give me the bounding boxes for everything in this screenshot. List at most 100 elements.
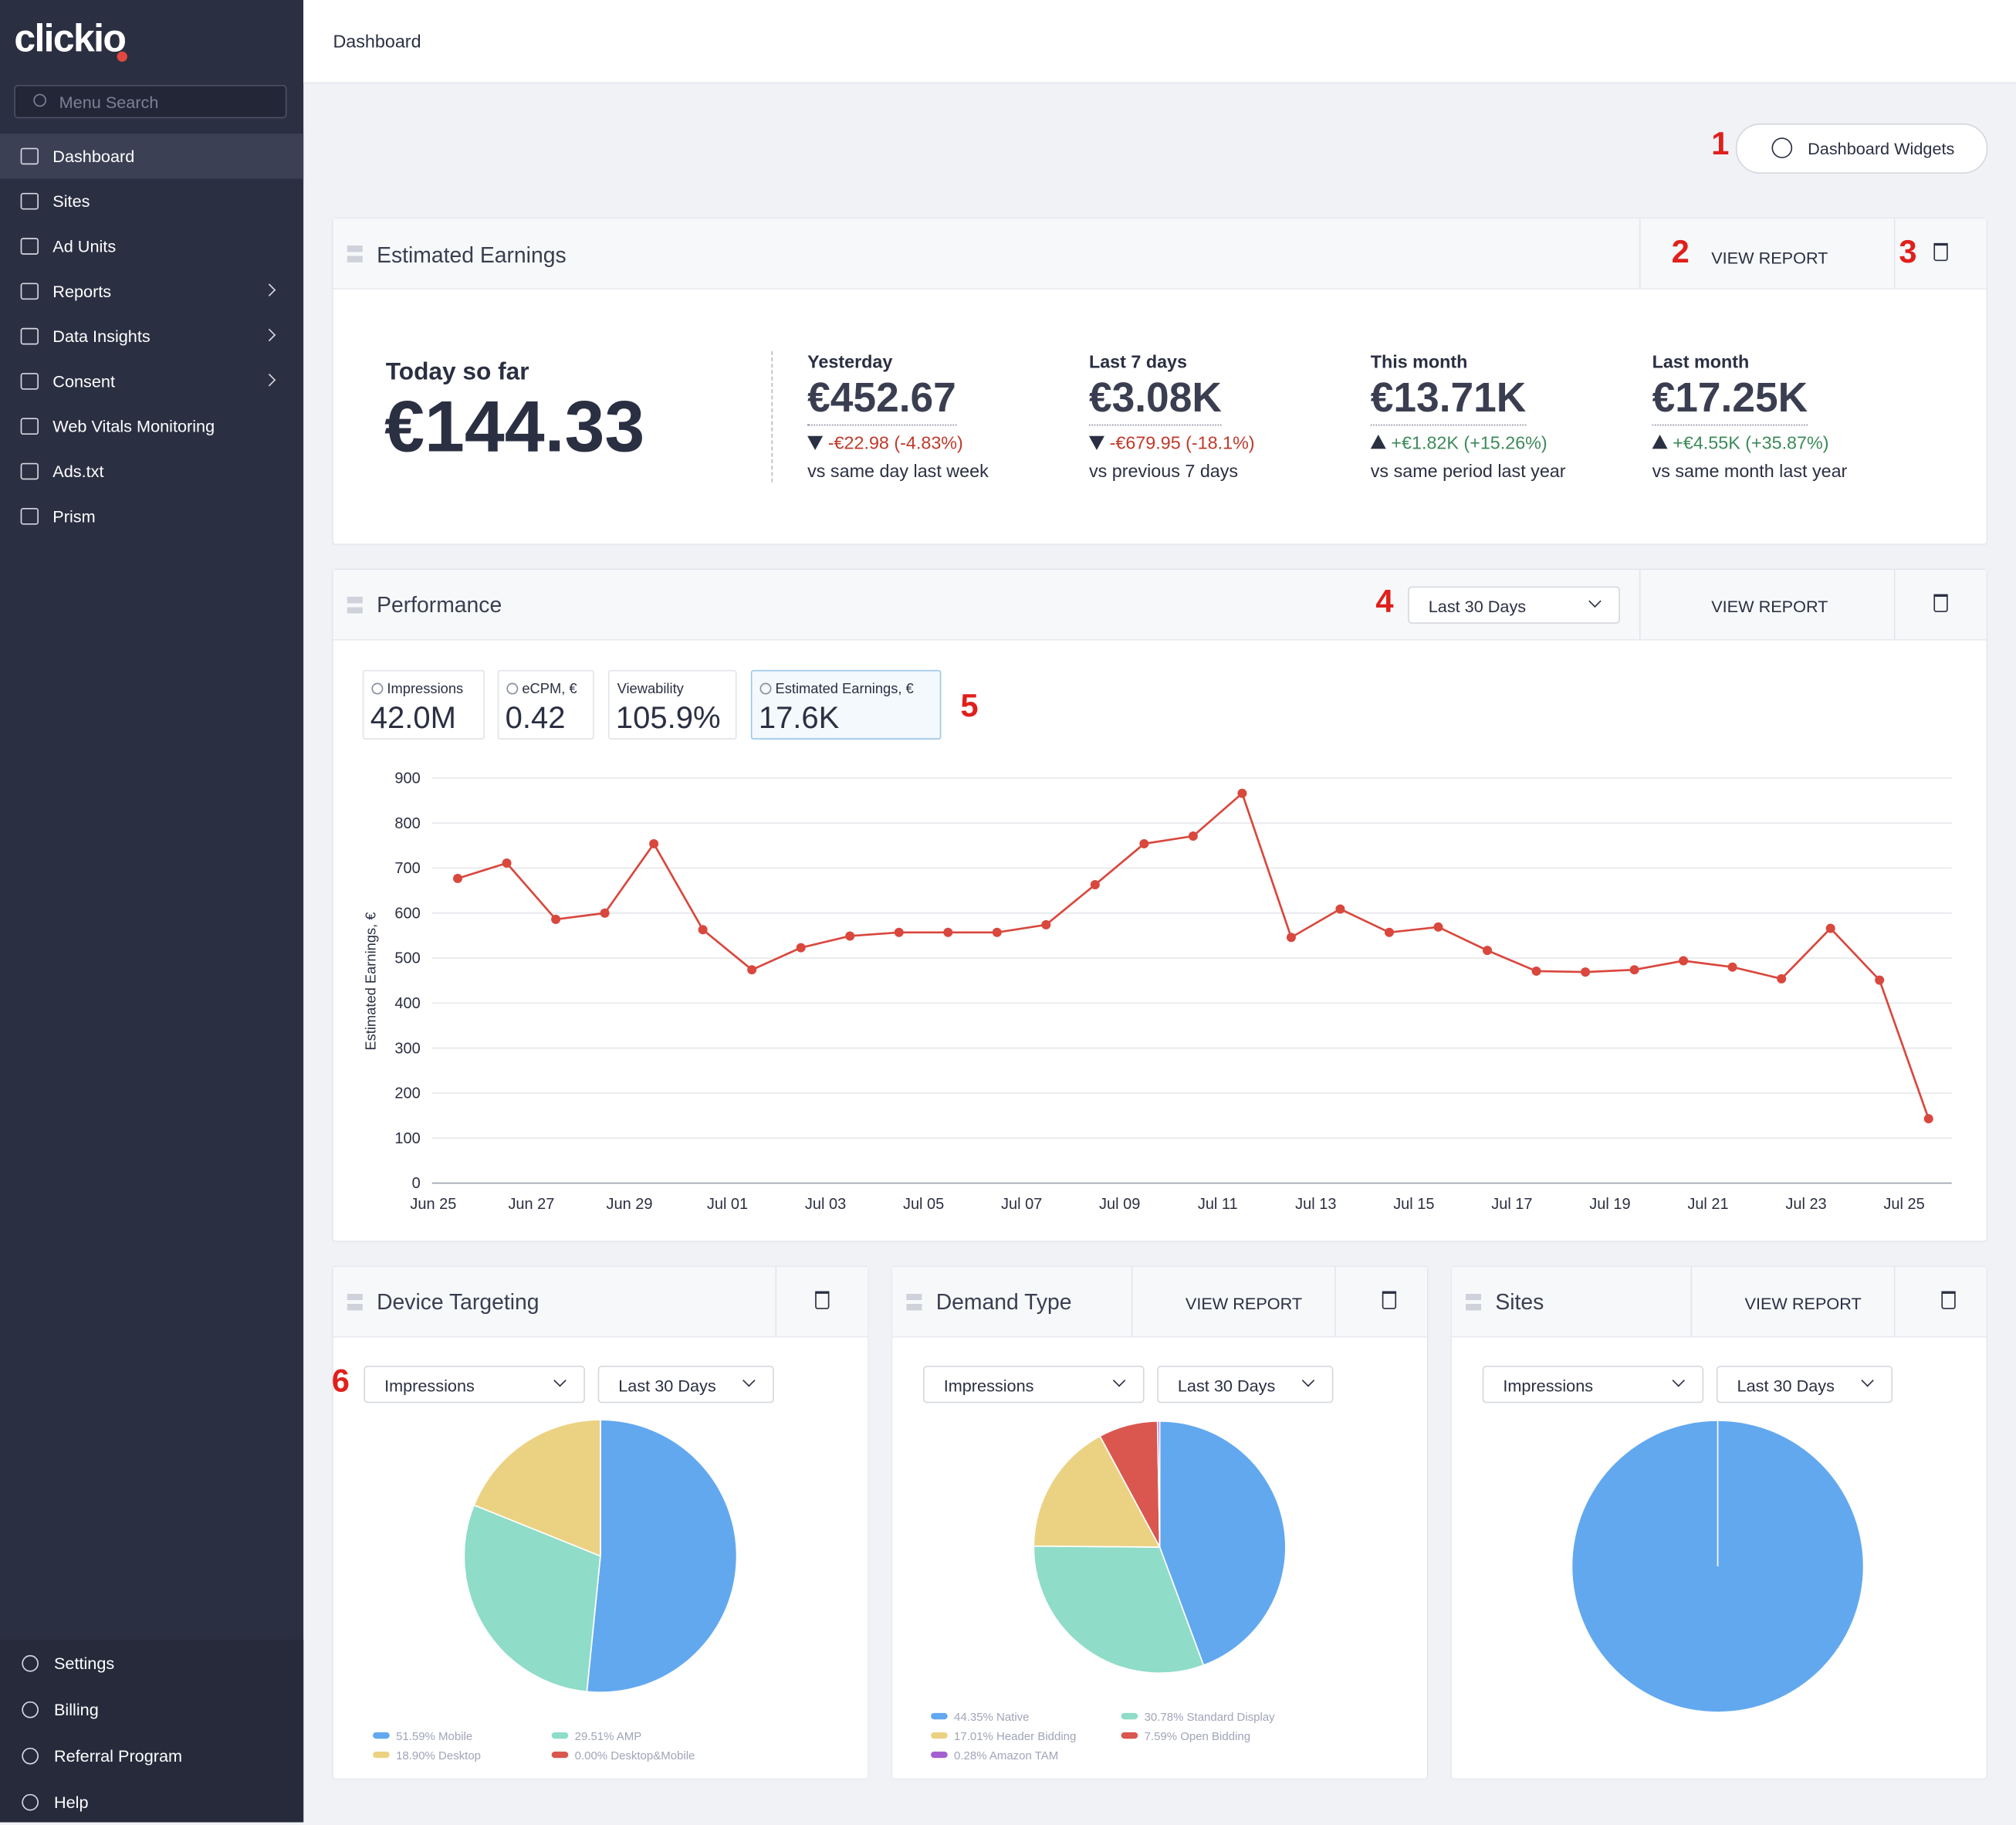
dropdown[interactable]: Impressions <box>923 1366 1145 1403</box>
delete-button[interactable] <box>1933 594 1948 612</box>
metric-box[interactable]: Estimated Earnings, € 17.6K <box>750 669 942 740</box>
menu-label: Referral Program <box>53 1746 183 1766</box>
menu-icon <box>20 418 39 435</box>
stat-value: €3.08K <box>1088 374 1222 426</box>
dropdown-label: Impressions <box>943 1376 1034 1396</box>
delete-button[interactable] <box>1382 1291 1397 1309</box>
header-divider <box>1334 1266 1336 1336</box>
info-icon <box>759 682 772 695</box>
legend-swatch <box>373 1751 390 1759</box>
info-icon <box>506 682 519 695</box>
point <box>796 943 806 953</box>
view-report[interactable]: VIEW REPORT <box>1711 596 1828 616</box>
header-divider <box>775 1266 777 1336</box>
point <box>1188 831 1198 841</box>
menu-item[interactable]: Referral Program <box>0 1732 303 1779</box>
x-tick-label: Jul 25 <box>1883 1196 1924 1213</box>
menu-item[interactable]: Dashboard <box>0 134 304 179</box>
dropdown[interactable]: Impressions <box>364 1366 585 1403</box>
dropdown[interactable]: Last 30 Days <box>1157 1366 1334 1403</box>
legend-label: 51.59% Mobile <box>396 1730 472 1743</box>
pie-slice <box>1156 1420 1161 1547</box>
metric-box[interactable]: eCPM, € 0.42 <box>497 669 594 740</box>
point <box>1923 1114 1933 1124</box>
menu-item[interactable]: Consent <box>0 359 303 404</box>
page-title: Dashboard <box>333 30 421 52</box>
view-report[interactable]: VIEW REPORT <box>1744 1293 1862 1313</box>
y-tick-label: 400 <box>394 995 420 1012</box>
header-divider <box>1639 569 1641 639</box>
menu-label: Settings <box>53 1654 115 1674</box>
metric-box[interactable]: Viewability 105.9% <box>607 669 737 740</box>
menu-icon <box>20 507 39 525</box>
menu-item[interactable]: Reports <box>0 269 303 313</box>
dropdown[interactable]: Last 30 Days <box>1716 1366 1893 1403</box>
annotation: 4 <box>1375 584 1394 620</box>
legend-label: 0.00% Desktop&Mobile <box>575 1749 695 1762</box>
delete-button[interactable] <box>815 1291 830 1309</box>
menu-item[interactable]: Ad Units <box>0 224 303 269</box>
view-report[interactable]: VIEW REPORT <box>1185 1293 1303 1313</box>
search-icon <box>33 93 46 107</box>
legend-swatch <box>1121 1732 1138 1739</box>
menu-item[interactable]: Help <box>0 1779 303 1825</box>
card-header <box>333 218 1987 289</box>
annotation: 3 <box>1899 234 1917 270</box>
trend-arrow <box>1088 435 1104 451</box>
dropdown[interactable]: Impressions <box>1482 1366 1704 1403</box>
y-tick-label: 800 <box>394 815 420 832</box>
legend-label: 0.28% Amazon TAM <box>954 1749 1058 1762</box>
drag-handle <box>347 595 363 614</box>
dashboard-widgets-button[interactable]: Dashboard Widgets <box>1735 123 1988 174</box>
search-placeholder: Menu Search <box>59 92 159 112</box>
menu-label: Help <box>53 1793 89 1813</box>
menu-item[interactable]: Settings <box>0 1640 303 1686</box>
menu-item[interactable]: Ads.txt <box>0 449 303 493</box>
legend-label: 29.51% AMP <box>575 1730 642 1743</box>
menu-item[interactable]: Sites <box>0 179 303 224</box>
menu-item[interactable]: Web Vitals Monitoring <box>0 404 303 449</box>
menu-icon <box>20 147 39 165</box>
card: Demand Type VIEW REPORT Impressions Last 30… <box>892 1266 1428 1779</box>
metric-box[interactable]: Impressions 42.0M <box>362 669 485 740</box>
point <box>1531 966 1541 976</box>
point <box>1483 946 1493 956</box>
x-tick-label: Jul 15 <box>1393 1196 1434 1213</box>
view-report[interactable]: VIEW REPORT <box>1711 248 1828 268</box>
legend-label: 44.35% Native <box>954 1711 1029 1724</box>
point <box>894 927 904 937</box>
sidebar: clickio Menu Search Dashboard Sites Ad Units… <box>0 0 304 1825</box>
legend-swatch <box>551 1751 569 1759</box>
menu-icon <box>20 283 39 300</box>
menu-item[interactable]: Billing <box>0 1686 303 1732</box>
trend-arrow <box>1370 435 1386 449</box>
menu-item[interactable]: Data Insights <box>0 313 303 358</box>
menu-label: Prism <box>52 506 96 527</box>
point <box>1041 919 1051 929</box>
point <box>943 927 953 937</box>
dropdown-label: Impressions <box>1503 1376 1594 1396</box>
dropdown[interactable]: Last 30 Days <box>1408 586 1620 624</box>
menu-icon <box>22 1654 39 1672</box>
delete-button[interactable] <box>1941 1291 1956 1309</box>
point <box>845 931 855 941</box>
trend-arrow <box>807 435 824 451</box>
point <box>1581 967 1591 977</box>
x-tick-label: Jul 17 <box>1491 1196 1532 1213</box>
legend-label: 30.78% Standard Display <box>1145 1711 1276 1724</box>
menu-label: Dashboard <box>52 146 135 166</box>
x-tick-label: Jul 11 <box>1198 1196 1238 1213</box>
dropdown[interactable]: Last 30 Days <box>597 1366 774 1403</box>
drag-handle <box>1466 1292 1482 1311</box>
metric-value: 17.6K <box>758 700 840 736</box>
legend-swatch <box>931 1732 948 1739</box>
legend-swatch <box>373 1732 390 1739</box>
menu-item[interactable]: Prism <box>0 494 303 539</box>
delete-button[interactable] <box>1933 242 1948 262</box>
card-header <box>892 1266 1428 1338</box>
pie-slice <box>473 1419 601 1557</box>
menu-search[interactable]: Menu Search <box>14 84 287 119</box>
legend-swatch <box>551 1732 569 1739</box>
x-tick-label: Jul 05 <box>903 1196 944 1213</box>
